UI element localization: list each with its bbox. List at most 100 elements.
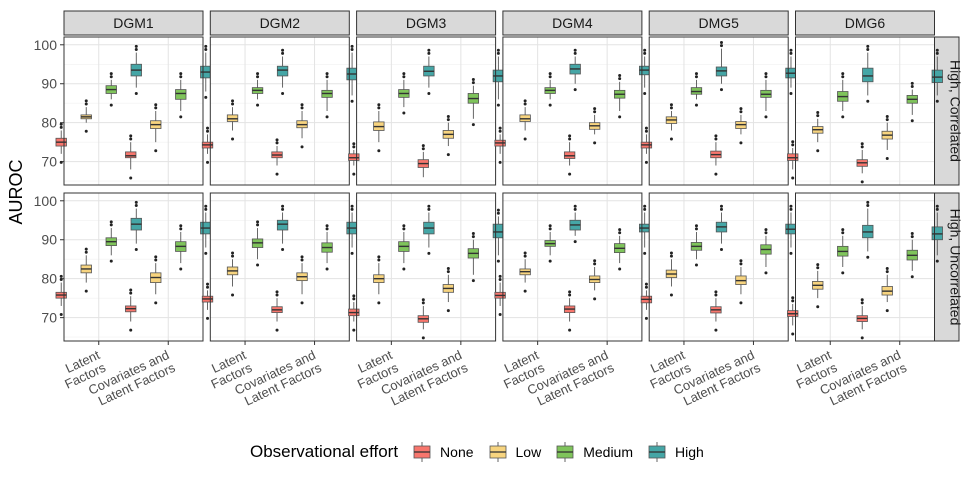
box-outlier (134, 247, 138, 251)
box-outlier (134, 200, 138, 204)
box-outlier (764, 271, 768, 275)
facet-panel (494, 36, 651, 186)
legend-key-icon (648, 442, 666, 462)
box-outlier (256, 75, 260, 79)
box-outlier (593, 259, 597, 263)
box-outlier (275, 293, 279, 297)
box-outlier (739, 259, 743, 263)
panel-border (356, 192, 497, 342)
box-outlier (471, 279, 475, 283)
box-outlier (471, 81, 475, 85)
box (690, 224, 703, 267)
box-outlier (935, 48, 939, 52)
facet-row-label: High, Correlated (948, 60, 964, 162)
box-outlier (496, 103, 500, 107)
box-outlier (860, 298, 864, 302)
box-outlier (498, 313, 502, 317)
box (931, 204, 943, 263)
box-outlier (350, 207, 354, 211)
facet-panel (640, 36, 797, 186)
box (125, 134, 137, 180)
box-outlier (446, 114, 450, 118)
box-outlier (523, 251, 527, 255)
box (80, 247, 92, 293)
box-outlier (866, 203, 870, 207)
y-tick-label: 90 (41, 76, 57, 92)
box (715, 40, 728, 92)
box-outlier (352, 172, 356, 176)
box-outlier (281, 247, 285, 251)
legend-key-icon (413, 442, 431, 462)
box-outlier (352, 297, 356, 301)
box-outlier (179, 75, 183, 79)
box (665, 251, 678, 297)
legend-label: High (675, 444, 704, 460)
box-outlier (179, 224, 183, 228)
box-outlier (109, 75, 113, 79)
box-outlier (134, 44, 138, 48)
box-outlier (816, 149, 820, 153)
box (130, 44, 142, 95)
box (398, 72, 410, 115)
box-outlier (204, 251, 208, 255)
box-outlier (84, 99, 88, 103)
box-outlier (352, 142, 356, 146)
box (519, 251, 531, 293)
box (296, 255, 308, 305)
box-outlier (231, 102, 235, 106)
box-outlier (935, 51, 939, 55)
legend-items: None Low Medium High (412, 442, 718, 462)
box-outlier (573, 207, 577, 211)
box-outlier (548, 259, 552, 263)
box-outlier (231, 254, 235, 258)
box (423, 48, 435, 95)
box-outlier (84, 102, 88, 106)
box-outlier (377, 106, 381, 110)
panel-background (649, 37, 789, 185)
box (442, 114, 454, 157)
box-outlier (910, 81, 914, 85)
box-outlier (446, 267, 450, 271)
box-outlier (548, 227, 552, 231)
box-outlier (816, 114, 820, 118)
box-outlier (496, 259, 500, 263)
box (417, 144, 429, 178)
panel-border (63, 36, 204, 186)
box-outlier (548, 103, 552, 107)
box-outlier (446, 270, 450, 274)
facet-strip: DGM3 (356, 10, 497, 36)
box-outlier (791, 143, 795, 147)
box (348, 294, 360, 332)
box-outlier (860, 301, 864, 305)
box (175, 72, 187, 119)
box-outlier (129, 288, 133, 292)
box-outlier (350, 44, 354, 48)
facet-strip-bg (356, 10, 497, 36)
box-outlier (618, 228, 622, 232)
box (494, 274, 506, 317)
box-outlier (789, 207, 793, 211)
box-outlier (866, 44, 870, 48)
box-outlier (402, 72, 406, 76)
box-outlier (59, 313, 63, 317)
box-outlier (350, 47, 354, 51)
facet-strip: DGM2 (209, 10, 350, 36)
box-outlier (352, 328, 356, 332)
box-outlier (523, 254, 527, 258)
box-outlier (59, 277, 63, 281)
box-outlier (129, 328, 133, 332)
box-outlier (154, 103, 158, 107)
box-outlier (154, 301, 158, 305)
box-outlier (739, 141, 743, 145)
box (588, 107, 601, 145)
box (710, 134, 722, 176)
box-outlier (59, 125, 63, 129)
box-outlier (791, 140, 795, 144)
box-outlier (325, 224, 329, 228)
box (614, 74, 626, 119)
box-outlier (59, 274, 63, 278)
box-outlier (910, 119, 914, 123)
box-outlier (866, 99, 870, 103)
box-outlier (300, 301, 304, 305)
